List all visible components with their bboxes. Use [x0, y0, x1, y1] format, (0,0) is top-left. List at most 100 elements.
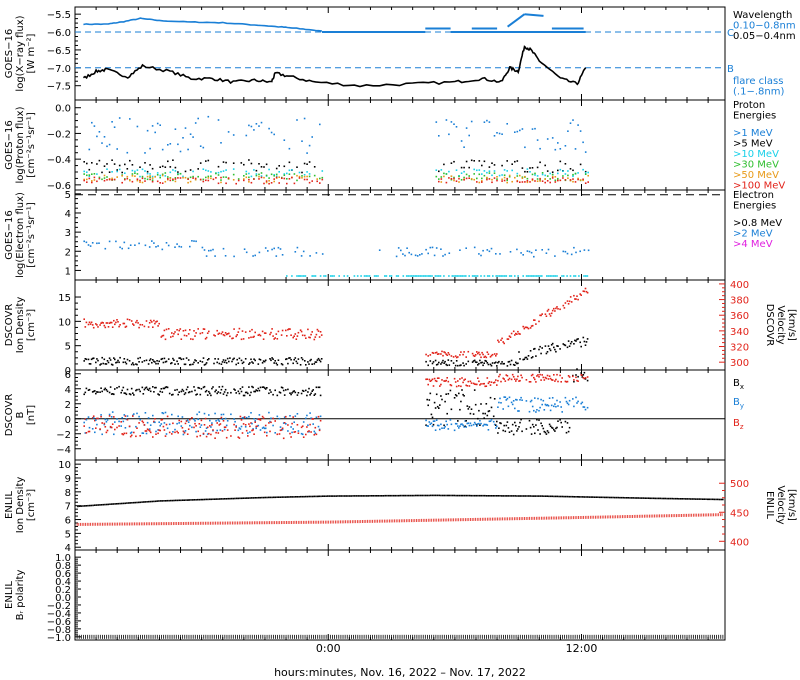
by-point [428, 421, 431, 423]
legend-title: Energies [733, 111, 776, 122]
bz-point [485, 385, 488, 387]
by-point [293, 421, 295, 423]
enlil-density-point [421, 494, 424, 497]
velocity-point [304, 334, 306, 337]
enlil-density-point [218, 498, 221, 500]
bx-point [454, 394, 457, 396]
enlil-density-point [587, 496, 589, 498]
bx-point [482, 412, 484, 415]
electron-point [214, 255, 216, 257]
proton-point [141, 181, 144, 184]
velocity-point [189, 329, 191, 331]
bz-point [461, 377, 463, 379]
by-point [425, 419, 427, 422]
bz-point [97, 417, 99, 420]
density-point [482, 364, 484, 367]
velocity-point [525, 326, 528, 329]
proton-point [584, 151, 587, 153]
bx-point [144, 387, 147, 389]
bx-point [430, 413, 433, 416]
proton-point [554, 148, 557, 151]
proton-point [564, 179, 567, 181]
proton-point [306, 152, 308, 154]
density-point [231, 360, 233, 363]
bz-point [543, 379, 546, 381]
proton-point [508, 174, 511, 177]
proton-point [220, 176, 222, 179]
proton-point [493, 135, 496, 137]
enlil-density-point [453, 494, 456, 497]
density-point [436, 363, 439, 366]
density-point [109, 359, 112, 361]
by-point [461, 423, 463, 425]
velocity-point [441, 350, 443, 353]
bz-point [528, 381, 531, 383]
by-point [240, 425, 243, 428]
bz-point [297, 432, 300, 434]
enlil-density-point [463, 494, 466, 497]
proton-point [217, 174, 220, 176]
bz-point [202, 432, 205, 435]
proton-point [232, 162, 235, 164]
by-point [263, 427, 266, 430]
bx-point [210, 394, 212, 397]
bx-point [462, 393, 464, 396]
enlil-density-point [175, 499, 177, 502]
by-point [255, 427, 257, 430]
proton-point [448, 177, 450, 179]
proton-point [258, 173, 260, 176]
bz-point [309, 423, 311, 426]
density-point [514, 364, 516, 366]
proton-point [129, 179, 131, 182]
velocity-point [132, 323, 134, 325]
y-tick-label: 0.0 [55, 104, 71, 115]
bx-point [124, 392, 127, 395]
velocity-point [300, 330, 303, 333]
by-point [429, 423, 432, 425]
proton-point [516, 180, 519, 183]
density-point [143, 360, 146, 362]
velocity-point [584, 287, 587, 290]
proton-point [303, 162, 306, 165]
velocity-point [531, 324, 534, 327]
electron-point [201, 246, 204, 249]
density-point [431, 362, 434, 365]
electron-point [564, 250, 567, 253]
electron-point [210, 249, 212, 252]
proton-point [453, 160, 455, 163]
velocity-point [287, 328, 289, 331]
electron-low-point [584, 275, 587, 277]
proton-point [268, 127, 270, 130]
enlil-density-point [224, 498, 226, 500]
bz-point [199, 434, 202, 437]
electron-point [148, 246, 151, 248]
bz-point [310, 431, 312, 433]
velocity-point [115, 321, 117, 324]
electron-point [395, 255, 398, 258]
enlil-density-point [711, 498, 714, 501]
enlil-density-point [720, 498, 722, 501]
bz-point [254, 421, 256, 423]
electron-point [302, 250, 305, 253]
proton-point [506, 179, 508, 182]
velocity-point [546, 310, 549, 312]
bz-point [253, 433, 255, 435]
density-point [89, 363, 92, 365]
bz-point [261, 415, 264, 418]
proton-point [445, 119, 448, 121]
proton-point [546, 170, 549, 172]
bz-point [561, 377, 563, 379]
velocity-point [184, 329, 187, 332]
bz-point [239, 415, 242, 418]
enlil-density-point [269, 496, 272, 499]
proton-point [250, 125, 253, 128]
enlil-density-point [289, 496, 292, 498]
proton-point [476, 177, 478, 180]
bx-point [518, 426, 520, 428]
enlil-density-point [477, 494, 479, 497]
by-point [485, 423, 488, 426]
velocity-point [119, 324, 121, 326]
bx-point [136, 388, 138, 391]
density-point [248, 363, 250, 365]
proton-point [506, 181, 508, 184]
